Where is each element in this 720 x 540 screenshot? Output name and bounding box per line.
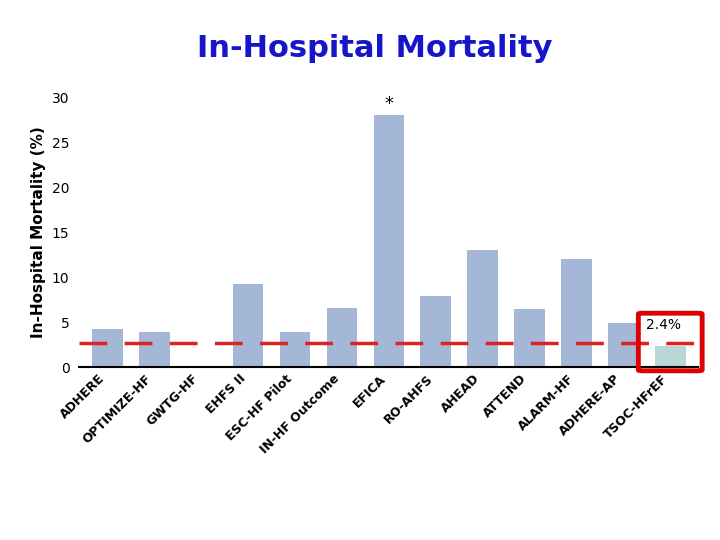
Bar — [655, 346, 685, 367]
Bar — [280, 332, 310, 367]
Bar — [561, 259, 592, 367]
Bar — [374, 115, 404, 367]
Bar — [514, 309, 545, 367]
Bar — [139, 332, 169, 367]
Bar — [327, 308, 357, 367]
Text: 2.4%: 2.4% — [646, 318, 681, 332]
Bar — [233, 284, 264, 367]
Text: *: * — [384, 94, 393, 112]
Text: In-Hospital Mortality: In-Hospital Mortality — [197, 34, 552, 63]
Y-axis label: In-Hospital Mortality (%): In-Hospital Mortality (%) — [31, 126, 46, 338]
Bar — [92, 329, 122, 367]
Bar — [420, 296, 451, 367]
Bar — [467, 250, 498, 367]
Bar — [608, 323, 639, 367]
